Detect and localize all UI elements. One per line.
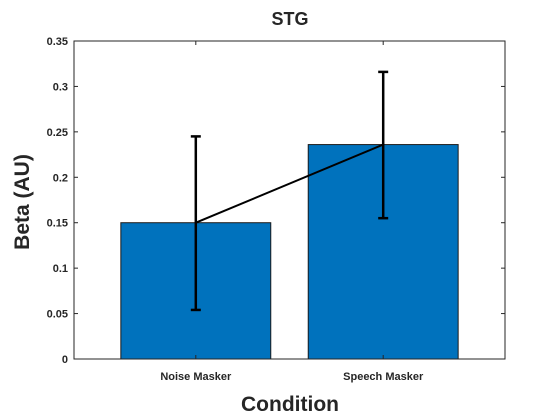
y-tick-label-5: 0.25 (47, 127, 68, 139)
y-tick-label-0: 0 (62, 354, 68, 366)
axes-box (73, 40, 506, 360)
chart-title: STG (271, 9, 308, 29)
mean-line (195, 143, 384, 224)
x-tick-label-0: Noise Masker (160, 371, 232, 383)
y-tick-label-6: 0.3 (53, 81, 68, 93)
y-tick-label-7: 0.35 (47, 36, 68, 48)
y-tick-label-1: 0.05 (47, 309, 68, 321)
y-axis-label: Beta (AU) (11, 154, 34, 250)
y-tick-label-3: 0.15 (47, 218, 68, 230)
x-axis-label: Condition (241, 393, 339, 416)
y-tick-label-4: 0.2 (53, 172, 68, 184)
plot-area: 0 0.05 0.1 0.15 0.2 0.25 0.3 0.35 Noise Masker Sp… (47, 36, 506, 383)
y-tick-label-2: 0.1 (53, 263, 68, 275)
x-tick-label-1: Speech Masker (343, 371, 424, 383)
